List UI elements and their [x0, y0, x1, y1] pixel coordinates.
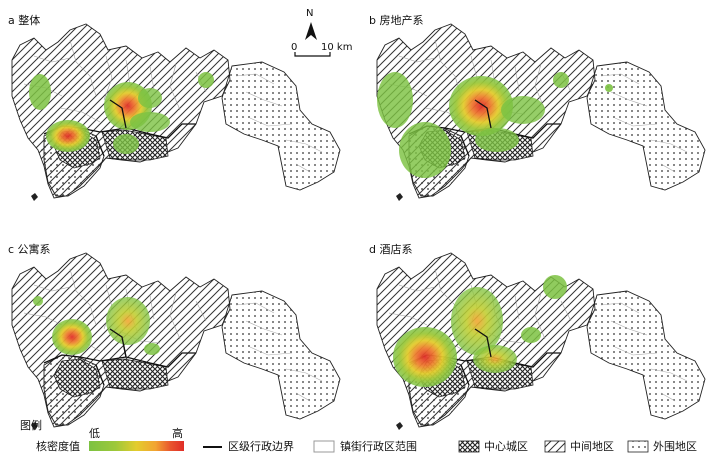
legend-symbols: [89, 440, 649, 453]
legend-street-boundary-label: 镇街行政区范围: [340, 440, 417, 453]
middle-area-symbol: [544, 440, 566, 453]
panel-b-map: [376, 23, 706, 202]
panel-a-map: [11, 23, 341, 202]
panel-b-title: b 房地产系: [369, 14, 424, 27]
scale-end: 10 km: [321, 42, 353, 53]
panel-d-map: [376, 252, 706, 431]
street-boundary-symbol: [313, 440, 335, 453]
north-label: N: [306, 8, 314, 19]
scale-start: 0: [291, 42, 298, 53]
legend-core-area-label: 中心城区: [484, 440, 528, 453]
panel-a-title: a 整体: [8, 14, 41, 27]
panel-d-title: d 酒店系: [369, 243, 413, 256]
legend-middle-area-label: 中间地区: [570, 440, 614, 453]
legend-title: 图例: [20, 419, 42, 432]
legend-high-label: 高: [172, 427, 183, 440]
legend-district-boundary-label: 区级行政边界: [228, 440, 294, 453]
legend-low-label: 低: [89, 427, 100, 440]
scale-bar: [294, 52, 331, 57]
density-ramp: [89, 441, 184, 451]
legend-density-label: 核密度值: [36, 440, 80, 453]
legend-outer-area-label: 外围地区: [653, 440, 697, 453]
north-arrow: [305, 22, 317, 40]
panel-c-map: [11, 252, 341, 431]
panel-c-title: c 公寓系: [8, 243, 51, 256]
outer-area-symbol: [627, 440, 649, 453]
core-area-symbol: [458, 440, 480, 453]
